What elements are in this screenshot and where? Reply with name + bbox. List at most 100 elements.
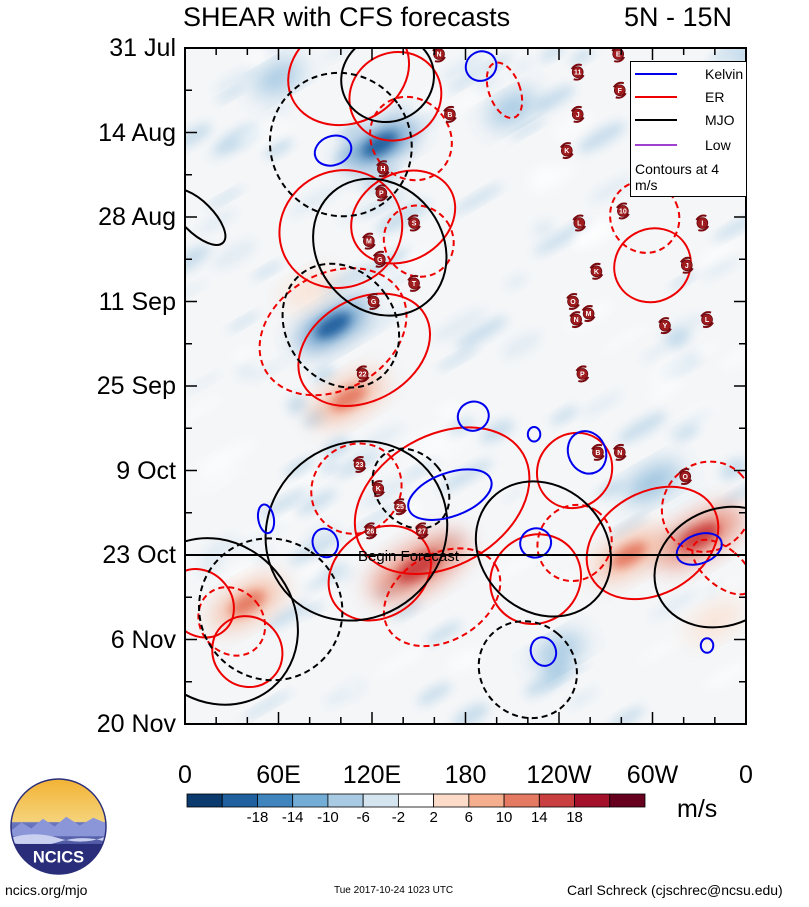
mjo-contour [268, 71, 413, 218]
storm-marker: 26 [363, 522, 378, 540]
mjo-contour [264, 440, 449, 622]
er-contour [310, 442, 403, 535]
colorbar-tick-label: -14 [281, 809, 304, 826]
er-contour [348, 50, 443, 142]
texture-patch [641, 343, 670, 362]
chart-title: SHEAR with CFS forecasts [183, 2, 511, 32]
y-tick-label: 25 Sep [96, 372, 176, 400]
colorbar-swatch [397, 793, 435, 808]
storm-marker: O [678, 468, 693, 486]
storm-label: H [380, 166, 385, 173]
texture-patch [720, 343, 746, 369]
texture-patch [254, 549, 273, 563]
y-tick-label: 28 Aug [98, 203, 176, 231]
logo-text: NCICS [33, 848, 84, 866]
texture-patch [424, 621, 462, 645]
anomaly-core [229, 590, 265, 616]
texture-patch [602, 324, 650, 352]
axis-ticks [184, 47, 747, 725]
kelvin-contour [464, 50, 498, 82]
texture-patch [476, 75, 501, 93]
storm-marker: 11 [570, 63, 585, 81]
texture-patch [185, 372, 221, 396]
texture-patch [578, 121, 626, 153]
storm-label: K [376, 486, 381, 493]
storm-marker: P [374, 184, 389, 202]
x-tick-label: 60E [256, 761, 301, 789]
legend-swatch [635, 144, 677, 146]
texture-patch [223, 562, 258, 587]
er-contour [382, 547, 502, 648]
storm-label: P [580, 371, 585, 378]
texture-patch [437, 345, 479, 371]
legend-swatch [635, 119, 677, 121]
texture-patch [589, 175, 634, 204]
er-contour [660, 460, 746, 553]
y-tick-label: 11 Sep [98, 287, 176, 316]
legend-label: MJO [705, 112, 735, 128]
colorbar-tick-label: -10 [317, 809, 339, 826]
begin-forecast-label: Begin Forecast [358, 548, 459, 565]
texture-patch [446, 648, 483, 674]
texture-patch [449, 88, 490, 114]
storm-marker: G [372, 250, 387, 268]
storm-label: S [412, 221, 417, 228]
anomaly-core [396, 551, 441, 583]
storm-marker: N [569, 311, 583, 329]
x-tick-label: 120E [342, 761, 402, 789]
kelvin-contour [313, 134, 353, 167]
colorbar [186, 793, 646, 808]
mjo-contour [371, 447, 451, 530]
texture-patch [302, 524, 337, 549]
kelvin-contour [566, 430, 608, 475]
storm-marker: 25 [393, 498, 407, 516]
colorbar-swatch [503, 793, 540, 808]
texture-patch [510, 59, 534, 75]
footer-url[interactable]: ncics.org/mjo [5, 882, 88, 898]
storm-label: B [447, 112, 452, 119]
mjo-contour [312, 177, 448, 317]
storm-label: L [705, 317, 710, 324]
colorbar-tick-label: -6 [356, 809, 370, 826]
texture-patch [650, 590, 699, 620]
y-tick-label: 9 Oct [116, 456, 176, 485]
colorbar-tick-label: -2 [391, 809, 406, 826]
texture-patch [686, 341, 721, 363]
storm-label: J [576, 112, 580, 119]
storm-label: M [366, 239, 372, 246]
x-tick-label: 0 [739, 761, 753, 789]
texture-patch [185, 396, 222, 426]
texture-patch [452, 184, 503, 215]
wave-contours [185, 48, 746, 720]
colorbar-unit: m/s [677, 795, 718, 823]
legend-label: Kelvin [705, 66, 744, 82]
texture-patch [438, 401, 461, 419]
texture-patch [298, 565, 325, 585]
anomaly-core [315, 313, 351, 338]
storm-marker: 27 [415, 522, 429, 540]
colorbar-tick-label: 14 [530, 809, 548, 826]
storm-label: 22 [359, 371, 367, 378]
storm-label: Y [663, 323, 668, 330]
ncics-logo: NCICS [10, 778, 107, 875]
texture-patch [287, 395, 308, 414]
er-contour [327, 524, 432, 622]
kelvin-contour [519, 527, 553, 559]
colorbar-swatch [574, 793, 611, 808]
colorbar-tick-label: -18 [246, 809, 269, 826]
texture-patch [336, 123, 362, 140]
storm-label: T [412, 281, 417, 288]
x-tick-label: 60W [626, 761, 679, 789]
storm-marker: P [575, 365, 590, 383]
texture-patch [608, 514, 649, 539]
texture-patch [206, 186, 244, 209]
texture-patch [524, 669, 567, 697]
texture-patch [440, 53, 485, 83]
er-contour [278, 169, 404, 290]
storm-marker: K [371, 480, 386, 498]
texture-patch [185, 280, 207, 302]
anomaly-blob [488, 91, 537, 125]
texture-patch [325, 688, 350, 706]
storm-label: 27 [418, 528, 426, 535]
texture-patch [236, 362, 256, 380]
